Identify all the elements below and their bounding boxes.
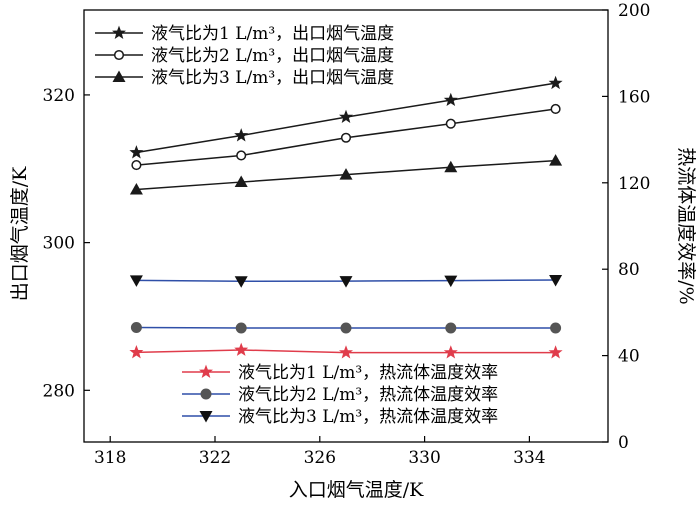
- legend-bottom-label-3: 液气比为3 L/m³，热流体温度效率: [238, 407, 498, 427]
- x-tick-label: 330: [408, 448, 440, 468]
- data-point-s1-5: [549, 77, 561, 89]
- y-right-tick-label: 200: [618, 1, 650, 21]
- data-point-s2-2: [237, 151, 246, 160]
- y-right-tick-label: 120: [618, 174, 650, 194]
- y-left-tick-label: 320: [43, 86, 75, 106]
- data-point-s4-3: [340, 346, 352, 358]
- data-point-s5-1: [131, 323, 141, 333]
- data-point-s3-5: [549, 154, 562, 166]
- legend-top-marker-2: [115, 51, 124, 60]
- legend-bottom-marker-2: [201, 389, 211, 399]
- legend-bottom-label-2: 液气比为2 L/m³，热流体温度效率: [238, 385, 498, 405]
- x-tick-label: 326: [304, 448, 336, 468]
- y-right-axis-title: 热流体温度效率/%: [675, 147, 697, 304]
- data-point-s2-3: [342, 133, 351, 142]
- data-point-s1-2: [235, 129, 247, 141]
- data-point-s2-5: [551, 105, 560, 114]
- data-point-s2-4: [447, 119, 456, 128]
- x-axis-title: 入口烟气温度/K: [289, 479, 424, 501]
- legend-bottom-marker-1: [200, 366, 212, 378]
- data-point-s5-4: [446, 323, 456, 333]
- data-point-s1-3: [340, 111, 352, 123]
- data-point-s5-2: [236, 323, 246, 333]
- legend-top-label-2: 液气比为2 L/m³，出口烟气温度: [151, 46, 394, 66]
- y-left-axis-title: 出口烟气温度/K: [9, 166, 31, 301]
- data-point-s1-1: [130, 146, 142, 158]
- data-point-s5-3: [341, 323, 351, 333]
- legend-top-label-3: 液气比为3 L/m³，出口烟气温度: [151, 68, 394, 88]
- data-point-s2-1: [132, 161, 141, 170]
- x-tick-label: 334: [513, 448, 545, 468]
- y-left-tick-label: 300: [43, 234, 75, 254]
- data-point-s4-5: [549, 346, 561, 358]
- y-left-tick-label: 280: [43, 381, 75, 401]
- y-right-tick-label: 40: [618, 347, 640, 367]
- y-right-tick-label: 80: [618, 260, 640, 280]
- y-right-tick-label: 0: [618, 433, 629, 453]
- legend-top-label-1: 液气比为1 L/m³，出口烟气温度: [151, 24, 394, 44]
- legend-top-marker-1: [113, 27, 125, 39]
- x-tick-label: 322: [199, 448, 231, 468]
- legend-bottom-label-1: 液气比为1 L/m³，热流体温度效率: [238, 363, 498, 383]
- data-point-s4-1: [130, 346, 142, 358]
- data-point-s5-5: [551, 323, 561, 333]
- data-point-s4-2: [235, 343, 247, 355]
- x-tick-label: 318: [94, 448, 126, 468]
- data-point-s1-4: [445, 94, 457, 106]
- data-point-s6-2: [235, 276, 248, 288]
- y-right-tick-label: 160: [618, 87, 650, 107]
- data-point-s4-4: [445, 346, 457, 358]
